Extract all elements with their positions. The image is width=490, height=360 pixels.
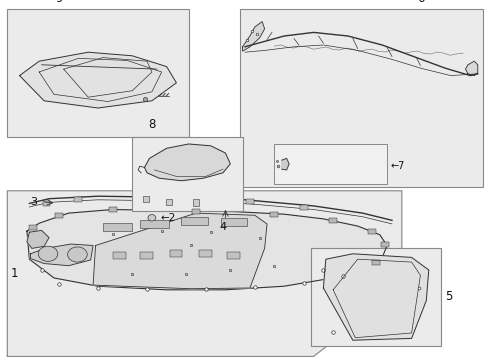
Bar — [199, 250, 212, 257]
Bar — [311, 248, 441, 346]
Polygon shape — [323, 254, 429, 340]
Text: 6: 6 — [416, 0, 424, 5]
Polygon shape — [20, 52, 176, 108]
Bar — [192, 209, 200, 214]
Bar — [181, 217, 208, 225]
Bar — [132, 137, 243, 211]
Bar — [227, 252, 240, 259]
Text: 9: 9 — [55, 0, 63, 5]
Bar — [140, 252, 153, 259]
Polygon shape — [145, 144, 230, 181]
Text: 8: 8 — [148, 118, 156, 131]
Text: 3: 3 — [30, 197, 37, 207]
Polygon shape — [282, 158, 289, 170]
Bar — [270, 212, 278, 217]
Polygon shape — [30, 244, 93, 266]
Bar — [372, 260, 380, 265]
Ellipse shape — [68, 247, 87, 262]
Bar — [103, 223, 132, 231]
Bar — [166, 199, 172, 205]
Bar — [300, 205, 308, 210]
Text: 5: 5 — [445, 291, 452, 303]
Bar — [170, 250, 182, 257]
Bar — [246, 199, 254, 204]
Bar — [381, 242, 389, 247]
Bar — [240, 9, 483, 187]
Ellipse shape — [148, 215, 156, 221]
Polygon shape — [243, 22, 265, 51]
Text: ←2: ←2 — [160, 213, 175, 223]
Polygon shape — [27, 230, 49, 248]
Bar — [109, 207, 117, 212]
Bar — [7, 9, 189, 137]
Bar — [43, 201, 50, 206]
Bar — [220, 218, 247, 226]
Bar — [113, 252, 126, 259]
Bar — [55, 213, 63, 218]
Bar — [274, 144, 387, 184]
Polygon shape — [93, 213, 267, 289]
Polygon shape — [466, 61, 478, 76]
Bar — [133, 196, 141, 201]
Text: 1: 1 — [11, 267, 18, 280]
Text: 4: 4 — [220, 222, 226, 232]
Polygon shape — [27, 210, 387, 290]
Ellipse shape — [38, 246, 58, 261]
Polygon shape — [7, 191, 402, 356]
Bar — [182, 198, 190, 203]
Bar — [143, 196, 149, 202]
Bar — [368, 229, 376, 234]
Bar — [74, 197, 82, 202]
Bar — [29, 225, 37, 230]
Bar — [140, 220, 169, 228]
Bar — [193, 199, 199, 206]
Bar — [329, 218, 337, 223]
Text: ←7: ←7 — [391, 161, 405, 171]
